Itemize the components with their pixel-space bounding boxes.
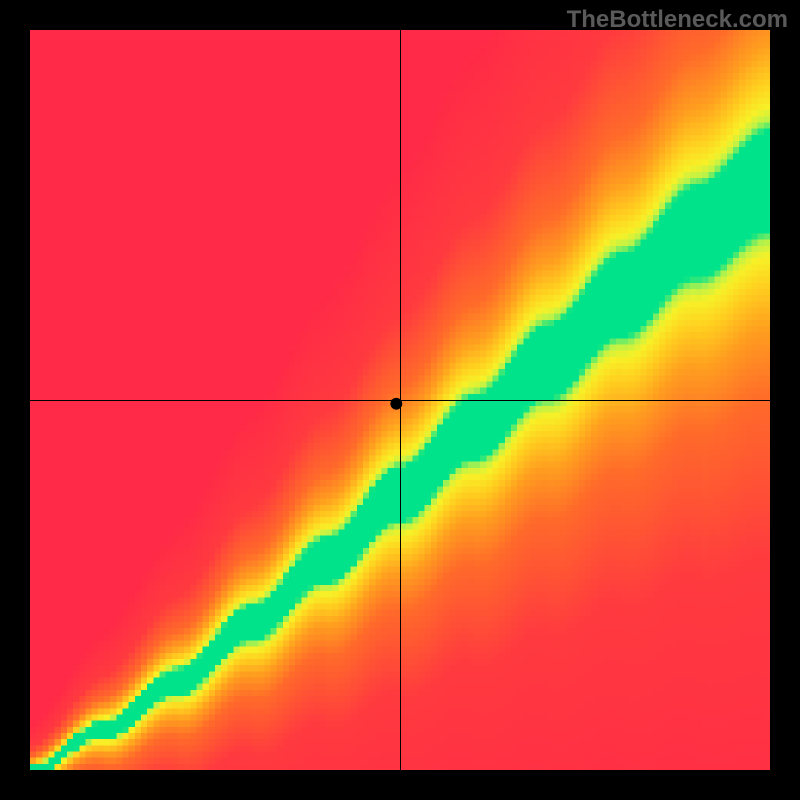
chart-container: TheBottleneck.com [0, 0, 800, 800]
watermark-text: TheBottleneck.com [567, 6, 788, 34]
overlay-canvas [0, 0, 800, 800]
